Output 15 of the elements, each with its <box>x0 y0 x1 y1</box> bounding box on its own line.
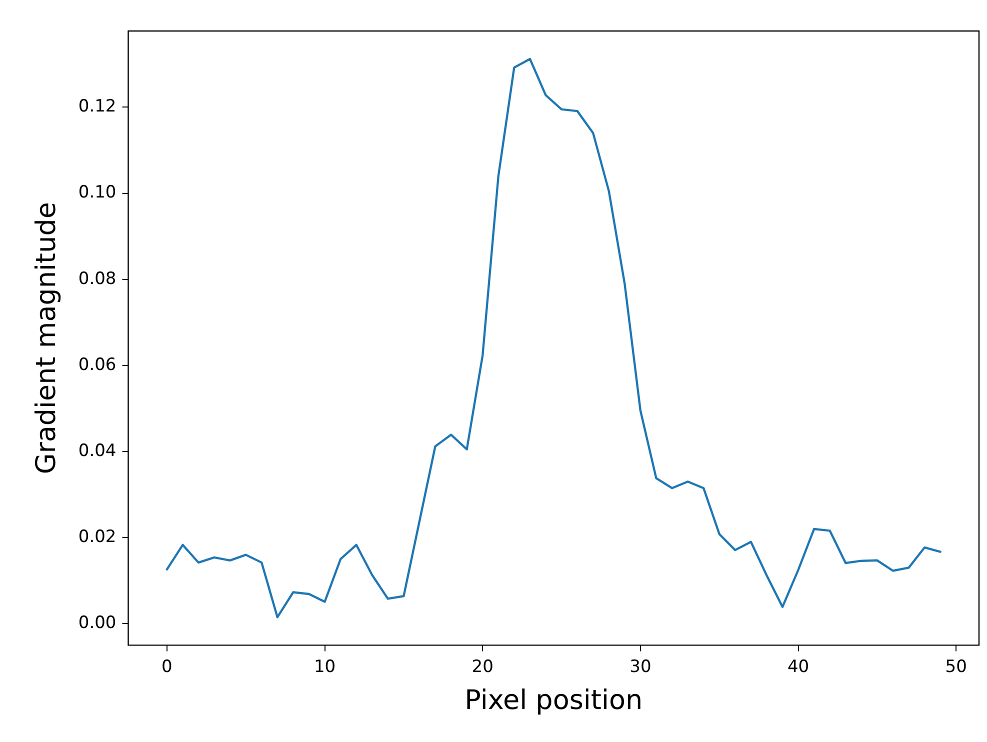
y-axis-title: Gradient magnitude <box>31 202 62 474</box>
y-tick-label: 0.10 <box>78 182 116 203</box>
x-tick-label: 30 <box>630 656 652 677</box>
x-tick-label: 40 <box>787 656 810 677</box>
y-tick-label: 0.06 <box>78 354 116 375</box>
y-tick-label: 0.08 <box>78 268 116 289</box>
x-tick-label: 0 <box>162 656 172 677</box>
y-tick-label: 0.02 <box>78 527 116 548</box>
x-axis-title: Pixel position <box>464 684 643 716</box>
y-tick-label: 0.00 <box>78 613 116 634</box>
x-tick-label: 50 <box>945 656 967 677</box>
y-tick-label: 0.12 <box>78 96 116 117</box>
x-tick-label: 10 <box>314 656 336 677</box>
x-tick-label: 20 <box>472 656 494 677</box>
y-tick-label: 0.04 <box>78 440 116 461</box>
